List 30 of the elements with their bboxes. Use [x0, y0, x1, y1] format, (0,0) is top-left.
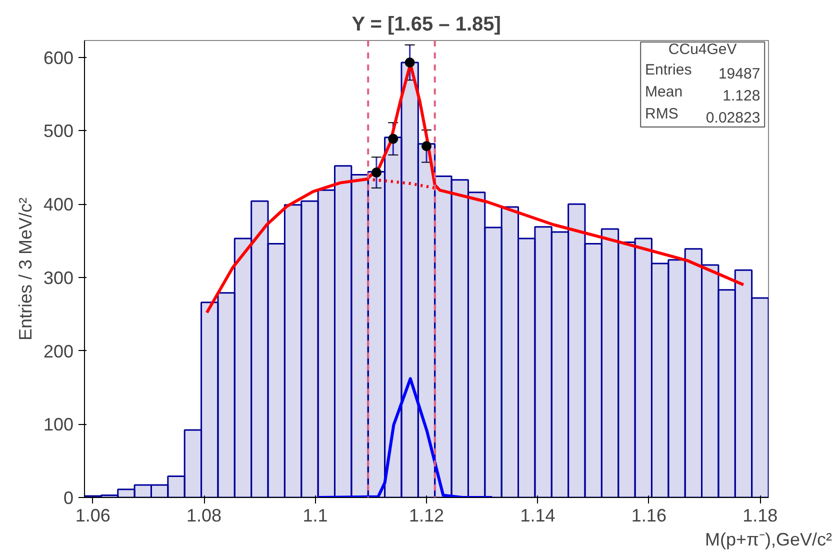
y-tick-label: 0	[63, 488, 74, 508]
line-series	[366, 178, 436, 190]
annotation: Mean	[645, 84, 683, 101]
annotation: Entries	[645, 62, 692, 79]
x-tick-label: 1.14	[520, 506, 556, 526]
y-tick-label: 100	[43, 414, 74, 435]
annotation: 1.128	[722, 88, 760, 105]
y-tick-label: 200	[43, 341, 74, 362]
y-axis-title: Entries / 3 MeV/c²	[15, 197, 36, 341]
annotation: 19487	[718, 66, 760, 83]
x-axis-title: M(p+π⁻),GeV/c²	[705, 530, 832, 550]
x-tick-label: 1.16	[631, 506, 666, 526]
y-tick-label: 300	[43, 268, 74, 288]
annotation: RMS	[645, 106, 678, 123]
y-tick-label: 400	[43, 194, 74, 215]
x-tick-label: 1.1	[302, 506, 328, 526]
point	[404, 58, 415, 68]
point	[422, 141, 432, 152]
point	[388, 134, 398, 144]
line-series	[316, 377, 494, 498]
annotation: 0.02823	[706, 110, 760, 127]
annotation: CCu4GeV	[668, 41, 737, 58]
x-tick-label: 1.06	[75, 506, 110, 526]
point	[371, 168, 382, 178]
x-tick-label: 1.12	[408, 506, 444, 526]
chart-title: Y = [1.65 – 1.85]	[352, 14, 501, 36]
x-tick-label: 1.08	[186, 506, 222, 526]
y-tick-label: 600	[43, 48, 74, 68]
y-tick-label: 500	[43, 121, 74, 142]
x-tick-label: 1.18	[742, 506, 778, 526]
